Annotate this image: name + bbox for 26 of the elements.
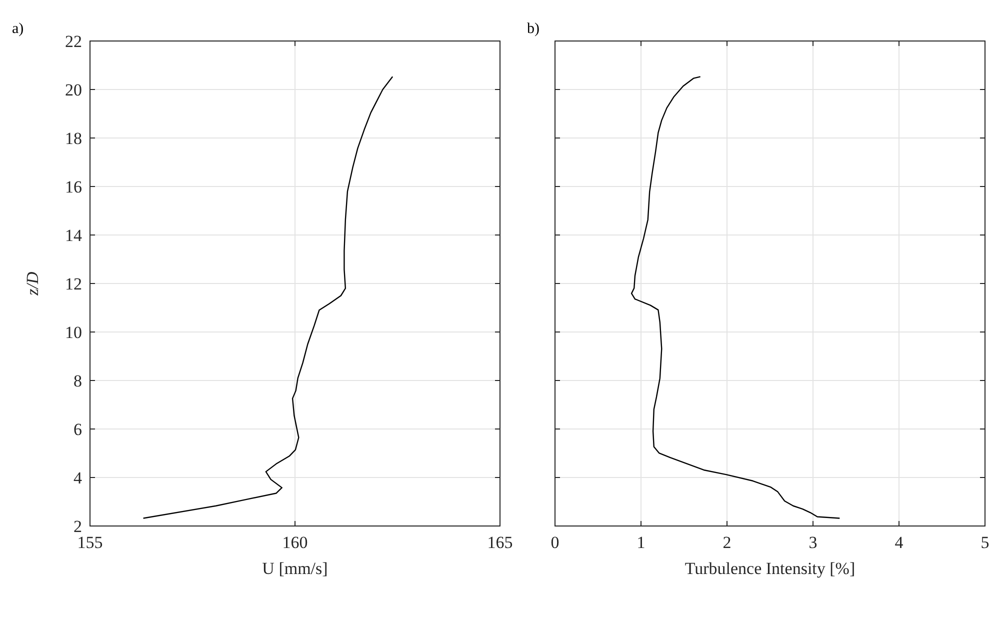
- y-tick-label: 16: [65, 178, 82, 196]
- x-tick-label: 3: [808, 533, 818, 552]
- x-tick-label: 0: [550, 533, 560, 552]
- y-tick-label: 22: [65, 32, 82, 51]
- text: a): [12, 21, 24, 37]
- x-tick-label: 4: [894, 533, 904, 552]
- y-axis-title: z/D: [23, 270, 42, 296]
- x-tick-label: 155: [77, 533, 103, 552]
- x-axis-title: Turbulence Intensity [%]: [684, 559, 856, 578]
- y-tick-label: 18: [65, 129, 82, 148]
- x-tick-label: 2: [722, 533, 732, 552]
- y-tick-label: 14: [65, 226, 82, 245]
- x-axis-title: U [mm/s]: [262, 559, 328, 578]
- line-series: [142, 76, 394, 519]
- y-tick-label: 6: [74, 420, 82, 439]
- y-tick-label: 4: [74, 468, 82, 488]
- y-tick-label: 2: [74, 517, 82, 536]
- y-tick-label: 12: [65, 274, 82, 294]
- x-tick-label: 1: [636, 533, 646, 552]
- x-tick-label: 165: [487, 533, 513, 552]
- text: b): [527, 21, 540, 37]
- y-tick-label: 10: [65, 323, 82, 342]
- x-tick-label: 5: [980, 533, 990, 552]
- x-tick-label: 160: [282, 533, 308, 552]
- y-tick-label: 8: [74, 372, 82, 390]
- y-tick-label: 20: [65, 80, 82, 100]
